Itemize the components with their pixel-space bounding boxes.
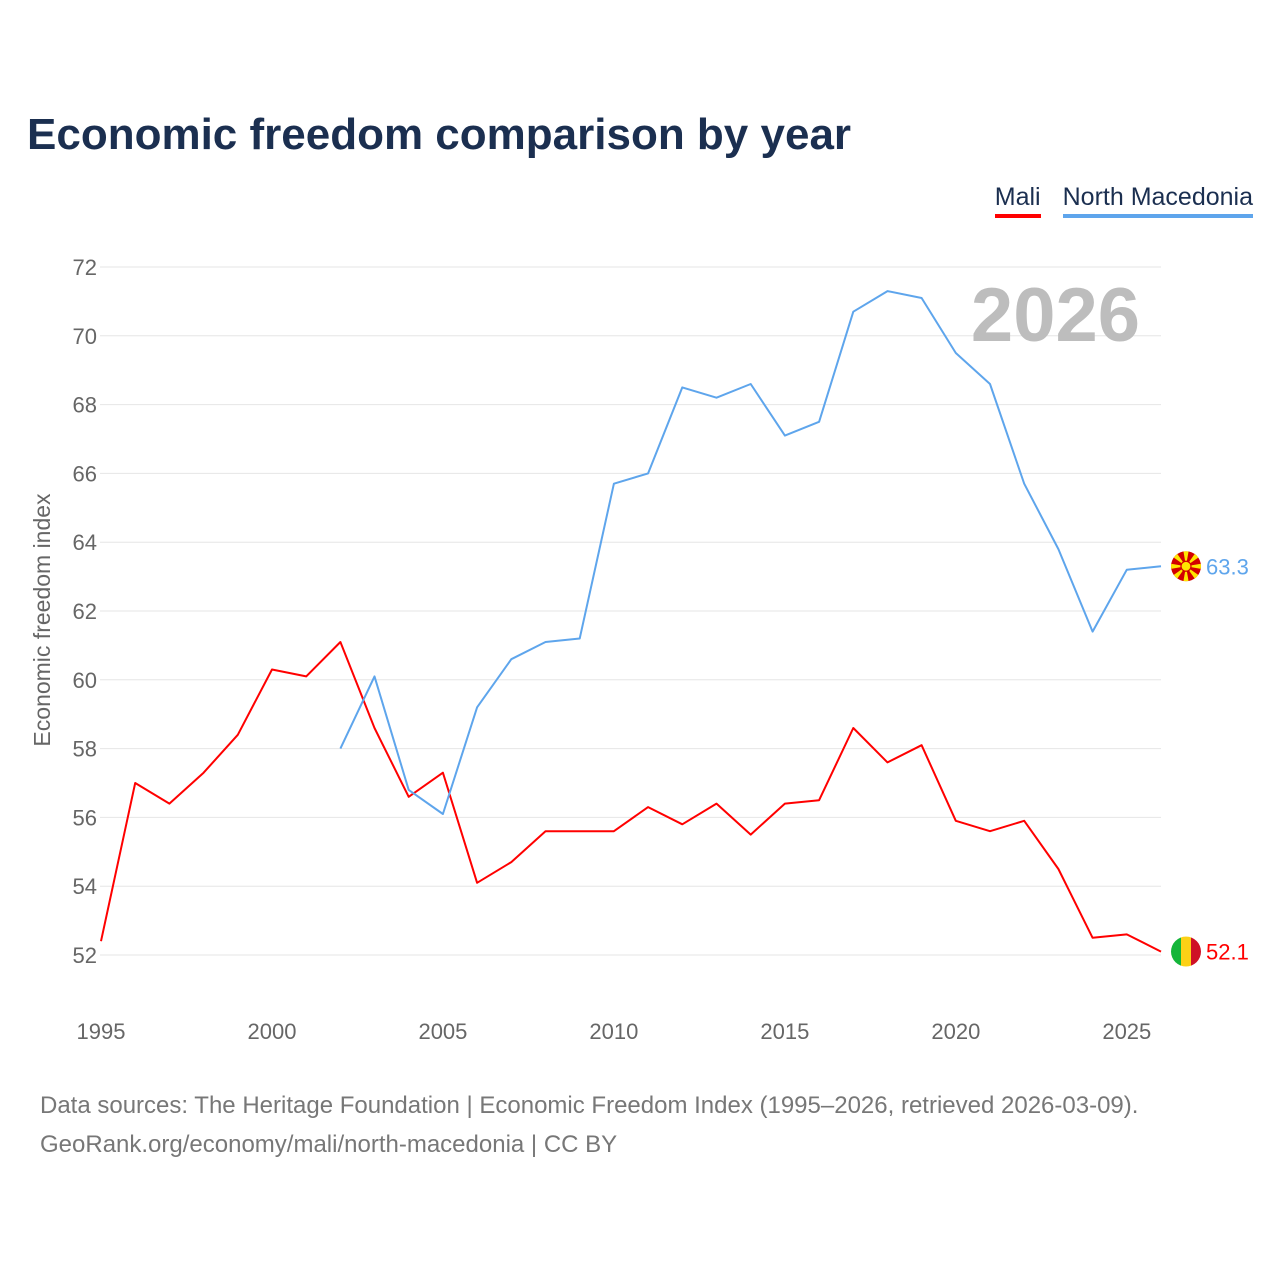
flag-stripe-green: [1171, 936, 1181, 967]
legend: Mali North Macedonia: [994, 183, 1253, 218]
legend-item-mali[interactable]: Mali: [994, 183, 1041, 218]
x-tick-label: 2015: [760, 1019, 809, 1044]
watermark-year: 2026: [971, 273, 1140, 358]
y-tick-label: 66: [73, 461, 97, 486]
x-tick-label: 2000: [247, 1019, 296, 1044]
y-tick-label: 70: [73, 324, 97, 349]
x-tick-label: 2020: [931, 1019, 980, 1044]
x-tick-label: 2025: [1102, 1019, 1151, 1044]
y-tick-label: 72: [73, 255, 97, 280]
footer: Data sources: The Heritage Foundation | …: [40, 1086, 1138, 1164]
flag-sun-ray: [1171, 562, 1186, 571]
series-line-north-macedonia: [339, 290, 1162, 815]
y-tick-label: 54: [73, 874, 97, 899]
end-value-label: 63.3: [1206, 554, 1249, 579]
footer-attribution[interactable]: GeoRank.org/economy/mali/north-macedonia…: [40, 1131, 618, 1158]
flag-sun-ray: [1186, 562, 1201, 571]
flag-body: [1171, 551, 1201, 582]
flag-sun-ray: [1182, 566, 1190, 582]
y-tick-label: 68: [73, 393, 97, 418]
north-macedonia-flag-icon: [1171, 551, 1201, 582]
footer-sources: Data sources: The Heritage Foundation | …: [40, 1092, 1139, 1119]
x-tick-label: 1995: [77, 1019, 126, 1044]
flag-sun: [1180, 560, 1192, 572]
y-tick-label: 52: [73, 943, 97, 968]
y-axis-label: Economic freedom index: [29, 493, 55, 747]
y-tick-label: 60: [73, 668, 97, 693]
y-tick-label: 58: [73, 737, 97, 762]
end-value-label: 52.1: [1206, 940, 1249, 965]
mali-flag-icon: [1171, 936, 1201, 967]
y-tick-label: 56: [73, 805, 97, 830]
flag-body: [1171, 936, 1201, 967]
legend-item-north-macedonia[interactable]: North Macedonia: [1062, 183, 1253, 218]
y-tick-label: 62: [73, 599, 97, 624]
x-tick-label: 2005: [418, 1019, 467, 1044]
flag-stripe-yellow: [1181, 936, 1191, 967]
y-tick-label: 64: [73, 530, 97, 555]
flag-stripe-red: [1191, 936, 1201, 967]
x-tick-label: 2010: [589, 1019, 638, 1044]
chart-title: Economic freedom comparison by year: [27, 110, 852, 159]
series-line-mali: [100, 641, 1162, 953]
flag-sun-ray: [1182, 551, 1190, 567]
